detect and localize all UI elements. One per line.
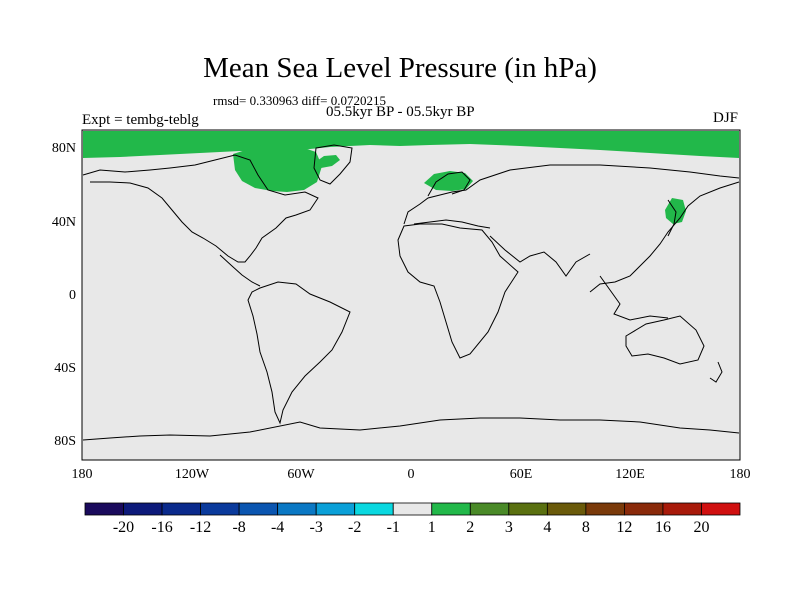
- colorbar-swatch: [277, 502, 317, 516]
- greenland-coast: [313, 144, 353, 185]
- season-label: DJF: [713, 110, 739, 126]
- colorbar-label: -12: [189, 519, 212, 536]
- colorbar-swatch: [662, 502, 702, 516]
- y-tick-label: 40S: [54, 361, 76, 376]
- scandinavia-region: [424, 171, 473, 191]
- x-tick-label: 180: [71, 467, 93, 482]
- antarctica-coast: [82, 417, 740, 441]
- colorbar-swatch: [546, 502, 587, 516]
- colorbar-label: 20: [693, 519, 710, 536]
- colorbar-label: -20: [112, 519, 135, 536]
- x-tick-label: 120W: [174, 467, 210, 482]
- y-tick-label: 80N: [51, 141, 76, 156]
- y-tick-label: 0: [69, 288, 76, 303]
- colorbar-label: -8: [232, 519, 246, 536]
- rmsd-diff-stats: rmsd= 0.330963 diff= 0.0720215: [213, 93, 386, 108]
- colorbar-swatch: [701, 502, 741, 516]
- period-label: 05.5kyr BP - 05.5kyr BP: [326, 104, 475, 120]
- colorbar-label: -16: [151, 519, 173, 536]
- colorbar-label: 12: [616, 519, 633, 536]
- x-tick-label: 180: [729, 467, 751, 482]
- southeast-asia-coast: [599, 275, 669, 321]
- australia-coast: [625, 315, 705, 365]
- greenland-lobe: [314, 155, 340, 168]
- colorbar-swatch: [585, 502, 625, 516]
- colorbar-label: -3: [309, 519, 323, 536]
- colorbar-swatch: [624, 502, 664, 516]
- colorbar-swatch: [84, 502, 124, 516]
- mediterranean-coast: [413, 219, 491, 229]
- colorbar-swatch: [354, 502, 394, 516]
- colorbar-swatch: [469, 502, 510, 516]
- arctic-band: [83, 131, 739, 158]
- colorbar-label: -4: [270, 519, 285, 536]
- colorbar-label: 4: [543, 519, 552, 536]
- colorbar-swatch: [315, 502, 356, 516]
- colorbar-swatch: [431, 502, 471, 516]
- coastlines: [82, 144, 740, 441]
- colorbar-swatch: [123, 502, 163, 516]
- colorbar-label: 8: [581, 519, 590, 536]
- central-america-coast: [219, 254, 261, 287]
- anomaly-regions: [83, 131, 739, 224]
- scandinavia-coast: [427, 171, 471, 197]
- colorbar-label: 16: [654, 519, 671, 536]
- colorbar-label: -2: [348, 519, 362, 536]
- north-america-coast: [82, 154, 319, 263]
- arabia-india-coast: [489, 235, 591, 277]
- colorbar-swatch: [161, 502, 201, 516]
- colorbar-label: 3: [504, 519, 513, 536]
- canada-greenland-region: [233, 145, 322, 192]
- colorbar-swatch: [392, 502, 433, 516]
- asia-east-coast: [589, 181, 740, 293]
- x-tick-label: 0: [407, 467, 415, 482]
- africa-coast: [397, 223, 519, 359]
- x-tick-label: 60W: [287, 467, 315, 482]
- y-tick-label: 40N: [51, 215, 76, 230]
- colorbar-swatch: [508, 502, 548, 516]
- colorbar-label: 1: [427, 519, 436, 536]
- new-zealand-coast: [709, 361, 723, 383]
- colorbar-label: -1: [386, 519, 400, 536]
- colorbar-swatch: [200, 502, 240, 516]
- experiment-label: Expt = tembg-teblg: [82, 112, 199, 128]
- europe-asia-coast: [403, 164, 740, 225]
- south-america-coast: [247, 281, 351, 425]
- colorbar-swatch: [238, 502, 279, 516]
- map-background: [81, 129, 741, 461]
- y-tick-label: 80S: [54, 434, 76, 449]
- x-tick-label: 120E: [615, 467, 645, 482]
- colorbar-label: 2: [466, 519, 475, 536]
- page-title: Mean Sea Level Pressure (in hPa): [203, 52, 597, 84]
- x-tick-label: 60E: [509, 467, 533, 482]
- japan-coast: [667, 199, 677, 237]
